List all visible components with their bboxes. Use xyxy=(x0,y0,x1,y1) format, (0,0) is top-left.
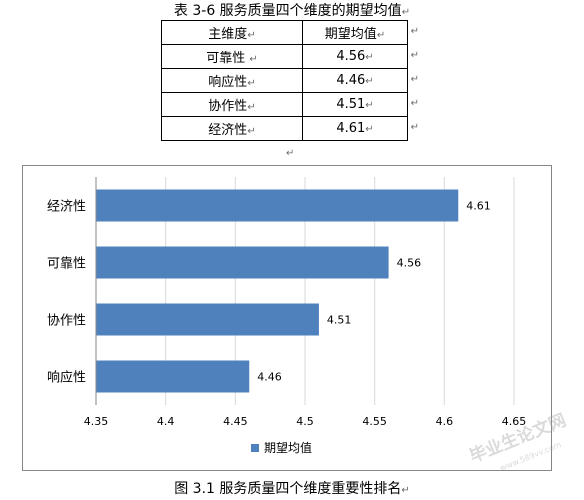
row-end-mark: ↵ xyxy=(410,26,419,37)
category-label: 响应性 xyxy=(47,370,86,386)
category-label: 协作性 xyxy=(47,314,86,329)
x-tick-label: 4.6 xyxy=(436,415,454,428)
row-end-mark: ↵ xyxy=(410,74,419,85)
data-table: 主维度↵ 期望均值↵ ↵ 可靠性 ↵ 4.56↵ ↵ 响应性↵ 4.46↵ ↵ 协作性… xyxy=(161,20,419,141)
table-row: 协作性↵ 4.51↵ ↵ xyxy=(161,92,419,117)
x-tick-label: 4.55 xyxy=(362,415,387,428)
table-cell-value: 4.51↵ ↵ xyxy=(302,92,419,117)
data-label: 4.46 xyxy=(257,371,282,384)
legend-swatch xyxy=(251,444,259,452)
table-caption-text: 表 3-6 服务质量四个维度的期望均值 xyxy=(173,3,402,19)
table-cell-dimension: 协作性↵ xyxy=(161,92,303,117)
x-tick-label: 4.65 xyxy=(502,415,527,428)
table-header-cell: 主维度↵ xyxy=(161,20,303,45)
category-label: 经济性 xyxy=(47,200,86,215)
table-cell-value: 4.61↵ ↵ xyxy=(302,116,419,141)
data-label: 4.56 xyxy=(397,257,422,270)
x-tick-label: 4.4 xyxy=(157,415,175,428)
x-tick-label: 4.45 xyxy=(223,415,248,428)
table-row: 可靠性 ↵ 4.56↵ ↵ xyxy=(161,44,419,69)
data-label: 4.51 xyxy=(327,314,352,327)
bar xyxy=(96,189,459,222)
x-tick-label: 4.5 xyxy=(296,415,314,428)
bar xyxy=(96,303,319,336)
table-header-cell: 期望均值↵ ↵ xyxy=(302,20,419,45)
figure-caption-text: 图 3.1 服务质量四个维度重要性排名 xyxy=(174,481,402,497)
legend-label: 期望均值 xyxy=(264,440,312,455)
table-cell-dimension: 可靠性 ↵ xyxy=(161,44,303,69)
table-row: 响应性↵ 4.46↵ ↵ xyxy=(161,68,419,93)
table-cell-dimension: 响应性↵ xyxy=(161,68,303,93)
row-end-mark: ↵ xyxy=(410,122,419,133)
table-caption: 表 3-6 服务质量四个维度的期望均值↵ xyxy=(0,2,584,22)
bar-chart: 4.61 经济性 4.56 可靠性 4.51 协作性 4.46 响应性 4.35 4.4 4.45 4… xyxy=(22,165,552,471)
paragraph-mark: ↵ xyxy=(286,148,295,159)
bar xyxy=(96,246,389,279)
category-label: 可靠性 xyxy=(47,257,86,272)
data-label: 4.61 xyxy=(466,200,491,213)
table-cell-value: 4.46↵ ↵ xyxy=(302,68,419,93)
paragraph-mark: ↵ xyxy=(401,485,410,496)
table-row: 经济性↵ 4.61↵ ↵ xyxy=(161,116,419,141)
row-end-mark: ↵ xyxy=(410,50,419,61)
table-cell-dimension: 经济性↵ xyxy=(161,116,303,141)
table-header-row: 主维度↵ 期望均值↵ ↵ xyxy=(161,20,419,45)
figure-caption: 图 3.1 服务质量四个维度重要性排名↵ xyxy=(0,480,584,500)
x-tick-label: 4.35 xyxy=(84,415,109,428)
table-cell-value: 4.56↵ ↵ xyxy=(302,44,419,69)
paragraph-mark: ↵ xyxy=(401,7,411,18)
bar xyxy=(96,360,250,393)
row-end-mark: ↵ xyxy=(410,98,419,109)
